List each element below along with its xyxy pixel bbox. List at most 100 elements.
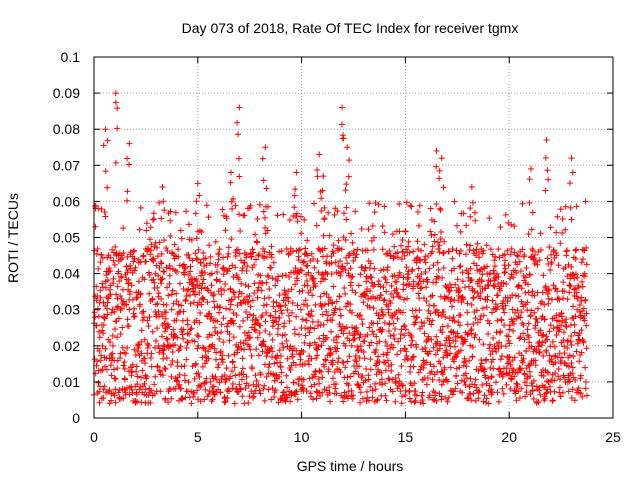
- data-point: [458, 334, 465, 341]
- data-point: [507, 386, 514, 393]
- data-point: [341, 210, 348, 217]
- data-point: [350, 332, 357, 339]
- data-point: [216, 278, 223, 285]
- data-point: [446, 287, 453, 294]
- data-point: [145, 342, 152, 349]
- data-point: [480, 341, 487, 348]
- data-point: [254, 216, 261, 223]
- data-point: [117, 350, 124, 357]
- data-point: [146, 290, 153, 297]
- data-point: [206, 242, 213, 249]
- data-point: [527, 373, 534, 380]
- data-point: [464, 321, 471, 328]
- data-point: [461, 359, 468, 366]
- data-point: [252, 256, 259, 263]
- data-point: [142, 372, 149, 379]
- data-point: [365, 295, 372, 302]
- data-point: [463, 241, 470, 248]
- data-point: [320, 173, 327, 180]
- data-point: [193, 235, 200, 242]
- data-point: [196, 192, 203, 199]
- data-point: [173, 317, 180, 324]
- data-point: [102, 126, 109, 133]
- data-point: [442, 314, 449, 321]
- data-point: [132, 264, 139, 271]
- data-point: [206, 331, 213, 338]
- data-point: [169, 287, 176, 294]
- data-point: [139, 367, 146, 374]
- data-point: [154, 300, 161, 307]
- data-point: [489, 309, 496, 316]
- data-point: [425, 335, 432, 342]
- data-point: [164, 247, 171, 254]
- data-point: [369, 328, 376, 335]
- data-point: [564, 345, 571, 352]
- data-point: [552, 370, 559, 377]
- data-point: [213, 277, 220, 284]
- data-point: [146, 313, 153, 320]
- data-point: [534, 261, 541, 268]
- data-point: [437, 341, 444, 348]
- data-point: [317, 278, 324, 285]
- data-point: [478, 278, 485, 285]
- data-point: [483, 242, 490, 249]
- data-point: [115, 268, 122, 275]
- data-point: [113, 318, 120, 325]
- data-point: [222, 376, 229, 383]
- data-point: [445, 394, 452, 401]
- data-point: [99, 284, 106, 291]
- data-point: [202, 255, 209, 262]
- data-point: [322, 276, 329, 283]
- data-point: [496, 287, 503, 294]
- data-point: [283, 394, 290, 401]
- data-point: [240, 371, 247, 378]
- data-point: [208, 270, 215, 277]
- data-point: [112, 243, 119, 250]
- data-point: [572, 247, 579, 254]
- data-point: [207, 253, 214, 260]
- data-point: [458, 347, 465, 354]
- data-point: [249, 246, 256, 253]
- data-point: [489, 297, 496, 304]
- data-point: [127, 262, 134, 269]
- data-point: [266, 294, 273, 301]
- data-point: [464, 331, 471, 338]
- data-point: [457, 228, 464, 235]
- data-point: [290, 379, 297, 386]
- data-point: [269, 275, 276, 282]
- data-point: [463, 222, 470, 229]
- data-point: [408, 334, 415, 341]
- data-point: [159, 183, 166, 190]
- data-point: [373, 397, 380, 404]
- data-point: [217, 389, 224, 396]
- data-point: [124, 316, 131, 323]
- data-point: [224, 253, 231, 260]
- data-point: [183, 345, 190, 352]
- data-point: [222, 305, 229, 312]
- data-point: [116, 387, 123, 394]
- data-point: [426, 265, 433, 272]
- data-point: [362, 333, 369, 340]
- data-point: [438, 228, 445, 235]
- data-point: [141, 336, 148, 343]
- data-point: [347, 373, 354, 380]
- data-point: [461, 378, 468, 385]
- data-point: [145, 269, 152, 276]
- data-point: [544, 386, 551, 393]
- data-point: [153, 262, 160, 269]
- data-point: [187, 300, 194, 307]
- data-point: [405, 282, 412, 289]
- data-point: [103, 366, 110, 373]
- data-point: [212, 373, 219, 380]
- data-point: [112, 159, 119, 166]
- data-point: [473, 252, 480, 259]
- data-point: [254, 334, 261, 341]
- data-point: [214, 261, 221, 268]
- data-point: [525, 334, 532, 341]
- data-point: [266, 331, 273, 338]
- data-point: [468, 326, 475, 333]
- data-point: [346, 353, 353, 360]
- data-point: [263, 309, 270, 316]
- data-point: [500, 305, 507, 312]
- data-point: [476, 388, 483, 395]
